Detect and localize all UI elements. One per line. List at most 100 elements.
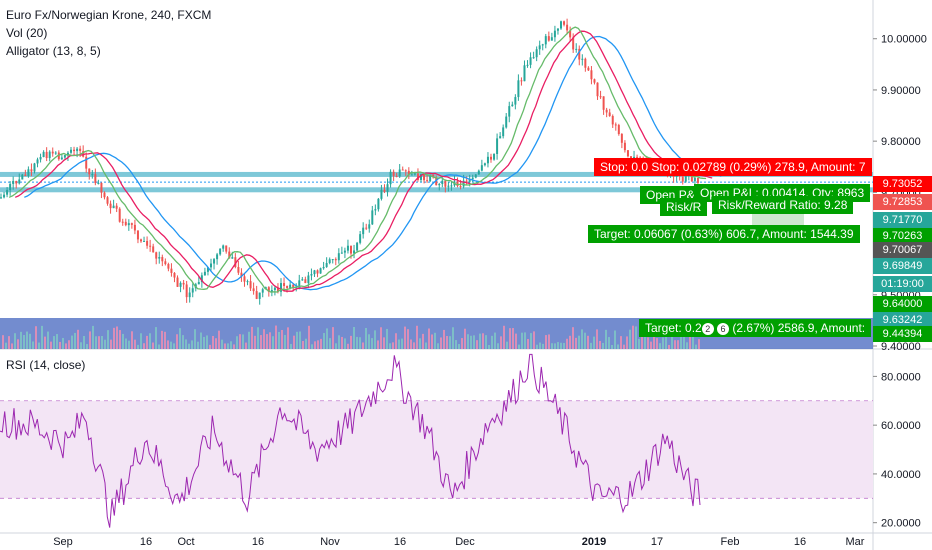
- legend: Euro Fx/Norwegian Krone, 240, FXCM Vol (…: [6, 6, 211, 60]
- candle: [310, 274, 313, 276]
- volume-bar: [341, 336, 343, 349]
- price-tag: 9.70067: [873, 242, 932, 258]
- candle: [514, 97, 517, 105]
- x-tick-label: 16: [394, 536, 406, 548]
- y-tick-label: 9.40000: [881, 341, 921, 353]
- alligator-legend[interactable]: Alligator (13, 8, 5): [6, 44, 101, 58]
- volume-bar: [563, 342, 565, 349]
- candle: [350, 245, 352, 254]
- volume-bar: [602, 342, 604, 349]
- volume-bar: [644, 327, 646, 349]
- volume-bar: [269, 332, 271, 349]
- volume-bar: [215, 338, 217, 349]
- volume-bar: [632, 325, 634, 349]
- candle: [164, 261, 167, 265]
- candle: [480, 165, 483, 171]
- candle: [353, 250, 356, 254]
- volume-bar: [626, 336, 628, 349]
- volume-bar: [323, 333, 325, 349]
- risk-reward-label-2[interactable]: Risk/Reward Ratio: 9.28: [712, 196, 854, 214]
- volume-bar: [512, 328, 514, 349]
- volume-bar: [293, 335, 295, 349]
- volume-bar: [86, 344, 88, 349]
- x-tick-label: Oct: [177, 536, 194, 548]
- volume-bar: [461, 338, 463, 349]
- candle: [136, 230, 139, 240]
- candle: [429, 175, 432, 182]
- volume-bar: [359, 337, 361, 349]
- volume-bar: [224, 343, 226, 349]
- candle: [152, 246, 155, 253]
- target-label-1[interactable]: Target: 0.06067 (0.63%) 606.7, Amount: 1…: [588, 225, 860, 243]
- volume-bar: [38, 342, 40, 349]
- dividend-badge[interactable]: 6: [717, 323, 730, 335]
- candle: [493, 153, 496, 160]
- candle: [553, 30, 556, 38]
- volume-bar: [299, 331, 301, 349]
- volume-bar: [671, 332, 673, 349]
- volume-bar: [29, 333, 31, 349]
- candle: [298, 280, 301, 287]
- candle: [544, 36, 547, 45]
- risk-reward-label-1[interactable]: Risk/R: [660, 198, 708, 216]
- volume-bar: [581, 329, 583, 349]
- y-tick-label: 10.00000: [881, 34, 927, 46]
- volume-bar: [590, 342, 592, 349]
- candle: [240, 272, 243, 277]
- volume-bar: [197, 341, 199, 349]
- volume-bar: [638, 338, 640, 349]
- volume-bar: [236, 336, 238, 349]
- volume-bar: [284, 334, 286, 349]
- rsi-legend[interactable]: RSI (14, close): [6, 358, 86, 372]
- volume-bar: [587, 335, 589, 349]
- candle: [611, 116, 614, 125]
- dividend-badge[interactable]: 2: [701, 323, 714, 335]
- volume-bar: [485, 335, 487, 349]
- candle: [532, 57, 535, 59]
- candle: [219, 248, 222, 255]
- volume-bar: [611, 344, 613, 349]
- volume-bar: [605, 329, 607, 349]
- target-label-2[interactable]: Target: 0.2​ 2 6 (2.67%) 2586.9, Amount:: [639, 319, 872, 337]
- volume-bar: [383, 337, 385, 349]
- price-tag: 9.63242: [873, 312, 932, 328]
- volume-legend[interactable]: Vol (20): [6, 26, 48, 40]
- volume-bar: [575, 337, 577, 349]
- volume-bar: [518, 344, 520, 349]
- volume-bar: [515, 333, 517, 349]
- volume-bar: [584, 332, 586, 349]
- volume-bar: [527, 339, 529, 349]
- price-tag: 9.44394: [873, 326, 932, 342]
- symbol-title[interactable]: Euro Fx/Norwegian Krone, 240, FXCM: [6, 8, 212, 22]
- candle: [225, 245, 228, 252]
- volume-bar: [101, 335, 103, 349]
- volume-bar: [668, 344, 670, 349]
- candle: [6, 190, 9, 195]
- volume-bar: [446, 336, 448, 349]
- candle: [112, 205, 115, 209]
- volume-bar: [233, 344, 235, 349]
- volume-bar: [689, 330, 691, 349]
- volume-bar: [8, 336, 10, 349]
- candle: [273, 287, 276, 290]
- candle: [520, 80, 523, 82]
- volume-bar: [560, 342, 562, 349]
- volume-bar: [119, 330, 121, 349]
- volume-bar: [410, 339, 412, 349]
- x-tick-label: 16: [140, 536, 152, 548]
- candle: [410, 174, 413, 176]
- stop-loss-label[interactable]: Stop: 0.0 Stop: 0.02789 (0.29%) 278.9, A…: [594, 158, 872, 176]
- support-zone: [0, 187, 873, 193]
- candle: [535, 49, 538, 58]
- candle: [255, 291, 258, 299]
- candle: [620, 133, 623, 143]
- candle: [30, 169, 33, 172]
- volume-bar: [230, 341, 232, 349]
- volume-bar: [248, 331, 250, 349]
- candle: [36, 159, 39, 164]
- volume-bar: [608, 337, 610, 349]
- candle: [216, 254, 219, 260]
- candle: [395, 175, 398, 177]
